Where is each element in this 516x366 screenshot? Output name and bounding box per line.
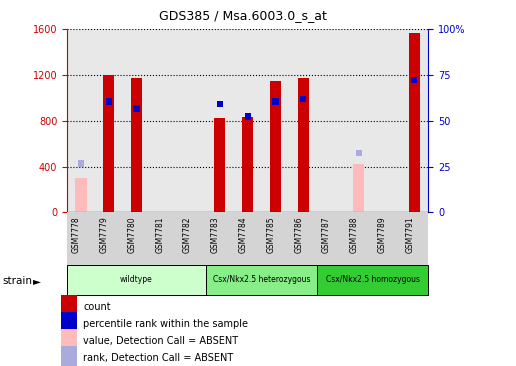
Text: strain: strain <box>3 276 33 286</box>
Text: GSM7784: GSM7784 <box>239 217 248 253</box>
Bar <box>131 78 142 212</box>
Text: GSM7782: GSM7782 <box>183 217 192 253</box>
Text: GSM7781: GSM7781 <box>155 217 164 253</box>
Text: GDS385 / Msa.6003.0_s_at: GDS385 / Msa.6003.0_s_at <box>158 9 327 22</box>
Bar <box>214 119 225 212</box>
Text: Csx/Nkx2.5 heterozygous: Csx/Nkx2.5 heterozygous <box>213 276 310 284</box>
Bar <box>61 329 76 352</box>
Bar <box>270 81 281 212</box>
Text: wildtype: wildtype <box>120 276 153 284</box>
Text: percentile rank within the sample: percentile rank within the sample <box>84 319 248 329</box>
Bar <box>61 312 76 336</box>
Text: value, Detection Call = ABSENT: value, Detection Call = ABSENT <box>84 336 238 346</box>
Text: GSM7779: GSM7779 <box>100 217 109 253</box>
Bar <box>134 105 140 112</box>
Bar <box>206 265 317 295</box>
Bar <box>272 98 279 105</box>
Bar <box>78 160 84 167</box>
Bar <box>103 75 115 212</box>
Text: GSM7789: GSM7789 <box>378 217 386 253</box>
Text: count: count <box>84 302 111 312</box>
Bar <box>409 33 420 212</box>
Text: GSM7780: GSM7780 <box>127 217 137 253</box>
Text: GSM7785: GSM7785 <box>266 217 276 253</box>
Text: Csx/Nkx2.5 homozygous: Csx/Nkx2.5 homozygous <box>326 276 420 284</box>
Bar <box>106 98 112 105</box>
Bar <box>75 178 87 212</box>
Text: GSM7788: GSM7788 <box>350 217 359 253</box>
Text: GSM7783: GSM7783 <box>211 217 220 253</box>
Bar <box>67 265 206 295</box>
Bar <box>317 265 428 295</box>
Text: GSM7786: GSM7786 <box>294 217 303 253</box>
Text: GSM7787: GSM7787 <box>322 217 331 253</box>
Bar <box>245 113 251 120</box>
Text: rank, Detection Call = ABSENT: rank, Detection Call = ABSENT <box>84 352 234 363</box>
Text: GSM7778: GSM7778 <box>72 217 81 253</box>
Text: ►: ► <box>33 276 41 286</box>
Bar <box>217 101 223 107</box>
Bar <box>61 295 76 318</box>
Bar <box>411 77 417 83</box>
Bar <box>353 164 364 212</box>
Bar <box>356 150 362 156</box>
Bar <box>300 96 307 102</box>
Bar <box>298 78 309 212</box>
Bar <box>61 346 76 366</box>
Bar <box>242 117 253 212</box>
Text: GSM7791: GSM7791 <box>406 217 414 253</box>
